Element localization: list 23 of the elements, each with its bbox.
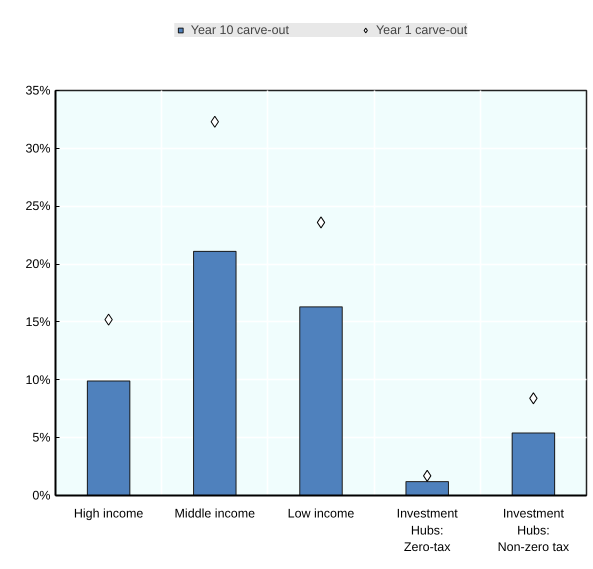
x-tick-label: High income <box>74 506 144 520</box>
point <box>316 216 326 228</box>
y-tick-label: 25% <box>25 199 51 214</box>
y-tick-label: 5% <box>32 430 51 445</box>
bar <box>86 380 130 496</box>
point <box>104 314 113 326</box>
y-tick-label: 10% <box>25 372 51 387</box>
legend-label: Year 1 carve-out <box>376 23 468 37</box>
x-tick-label: Investment Hubs: Non-zero tax <box>498 506 570 554</box>
y-tick-label: 0% <box>32 488 51 502</box>
y-tick-label: 20% <box>25 257 51 272</box>
bar <box>299 306 343 496</box>
bar <box>512 432 556 496</box>
x-tick-label: Investment Hubs: Zero-tax <box>396 506 458 554</box>
x-tick-label: Middle income <box>174 506 256 520</box>
y-tick-label: 35% <box>25 84 51 98</box>
bar <box>405 481 449 496</box>
y-tick-label: 30% <box>25 141 51 156</box>
bar <box>193 250 237 496</box>
legend-label: Year 10 carve-out <box>190 23 289 37</box>
x-tick-label: Low income <box>288 506 354 520</box>
y-tick-label: 15% <box>25 314 51 329</box>
point <box>529 392 538 404</box>
